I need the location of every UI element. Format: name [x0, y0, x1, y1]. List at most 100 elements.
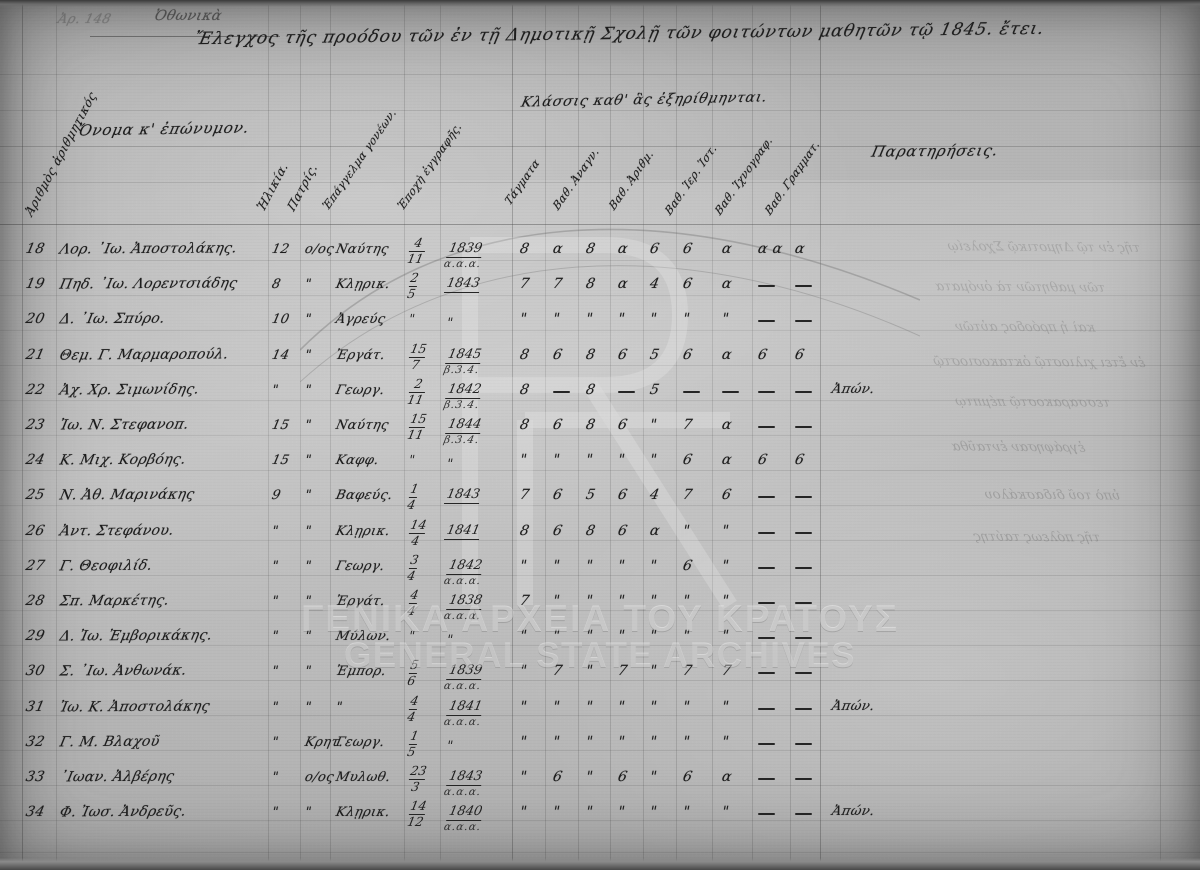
row-observation: Ἀπών. — [830, 698, 877, 714]
row-name: ᾿Ιωαν. Ἀλβέρης — [58, 768, 176, 786]
row-extra-1-dash — [758, 602, 775, 604]
row-name: Λορ. ᾿Ιω. Ἀποστολάκης. — [58, 240, 239, 258]
row-parent-job: Ἐργάτ. — [334, 347, 387, 363]
row-name: Πηδ. ᾿Ιω. Λορεντσιάδης — [58, 275, 239, 293]
row-extra-1-dash — [758, 285, 775, 288]
row-enrollment-year: 1841 — [443, 522, 483, 540]
row-enrollment-year: 1842 β.3.4. — [442, 381, 484, 411]
row-name: Σ. ᾿Ιω. Ἀνθωνάκ. — [58, 662, 189, 680]
row-extra-1-dash — [758, 566, 775, 569]
row-parent-job: Γεωργ. — [334, 558, 387, 574]
row-name: Γ. Θεοφιλίδ. — [58, 557, 154, 575]
row-name: Ἰω. Ν. Στεφανοπ. — [58, 416, 191, 434]
row-enrollment-year: 1844 β.3.4. — [442, 417, 484, 446]
row-extra-2-dash — [795, 566, 812, 569]
row-parent-job: Κλῃρικ. — [334, 805, 392, 821]
row-extra-1-dash — [758, 672, 775, 675]
row-enrollment-year: 1843 — [443, 487, 483, 505]
archival-mark-left: Ἀρ. 148 — [56, 12, 113, 27]
row-index: 26 — [24, 522, 47, 539]
row-extra-2-dash — [795, 320, 812, 323]
row-name: Κ. Μιχ. Κορβόης. — [58, 451, 188, 469]
row-enrollment-year: 1845 β.3.4. — [442, 346, 484, 376]
row-age: 15 — [270, 418, 291, 433]
row-parent-job: Ἀγρεύς — [334, 312, 387, 328]
row-parent-job: Μύλων. — [334, 629, 393, 645]
scan-top-edge — [0, 0, 1200, 7]
row-index: 28 — [24, 593, 47, 609]
row-extra-1-dash — [758, 707, 775, 710]
row-name: Σπ. Μαρκέτης. — [58, 592, 171, 610]
row-extra-1-dash — [758, 496, 775, 499]
row-extra-2-dash — [795, 602, 812, 604]
row-grade-dash — [618, 390, 635, 393]
row-index: 27 — [24, 557, 47, 574]
row-parent-job: Καφφ. — [334, 453, 381, 469]
row-enrollment-year: 1839 α.α.α. — [442, 241, 485, 270]
row-extra-2-dash — [795, 742, 812, 745]
row-age: 15 — [270, 453, 291, 469]
row-extra-2-dash — [795, 672, 812, 675]
row-index: 19 — [24, 276, 47, 293]
row-name: Δ. Ἰω. Ἐμβορικάκης. — [58, 627, 214, 645]
row-index: 22 — [24, 381, 47, 398]
row-enrollment-year: 1843 — [443, 276, 483, 293]
row-index: 31 — [24, 698, 47, 715]
row-extra-2-dash — [795, 813, 812, 816]
row-age: 14 — [270, 347, 291, 363]
scan-bottom-edge — [0, 858, 1200, 870]
row-enrollment-year: 1838 α.α.α. — [442, 593, 485, 622]
row-extra-2-dash — [795, 390, 812, 393]
row-extra-2-dash — [795, 285, 812, 288]
row-extra-1-dash — [758, 813, 775, 816]
row-extra-1-dash — [758, 742, 775, 745]
row-name: Ν. Ἀθ. Μαρινάκης — [58, 486, 197, 504]
row-homeland: ο/ος — [303, 242, 336, 257]
row-index: 25 — [24, 487, 47, 504]
row-extra-1-dash — [758, 390, 775, 393]
archival-mark-right: Ὀθωνικὰ — [153, 8, 224, 24]
row-enrollment-year: 1839 α.α.α. — [442, 663, 485, 693]
row-name: Θεμ. Γ. Μαρμαροπούλ. — [58, 346, 231, 364]
row-index: 30 — [24, 663, 47, 680]
row-extra-2-dash — [795, 637, 812, 640]
row-parent-job: Γεωργ. — [334, 382, 387, 398]
row-extra-1-dash — [758, 320, 775, 323]
row-enrollment-year: 1840 α.α.α. — [442, 804, 485, 833]
row-name: Ἀχ. Χρ. Σιμωνίδης. — [58, 381, 201, 399]
row-extra-1-dash — [758, 426, 775, 428]
row-observation: Ἀπών. — [830, 804, 877, 820]
row-name: Ἀντ. Στεφάνου. — [58, 522, 176, 539]
row-extra-1-dash — [758, 531, 775, 534]
row-grade-dash — [553, 390, 570, 393]
row-parent-job: Βαφεύς. — [334, 488, 395, 504]
row-index: 23 — [24, 417, 47, 433]
row-extra-1-dash — [758, 637, 775, 640]
row-extra-2-dash — [795, 426, 812, 428]
row-index: 29 — [24, 628, 47, 645]
row-name: Φ. Ἰωσ. Ἀνδρεῦς. — [58, 803, 188, 821]
row-enrollment-year: 1842 α.α.α. — [442, 557, 485, 587]
row-index: 32 — [24, 733, 47, 750]
row-parent-job: Γεωργ. — [334, 734, 387, 750]
row-index: 20 — [24, 311, 47, 328]
row-index: 24 — [24, 452, 47, 469]
row-enrollment-year: 1841 α.α.α. — [442, 698, 485, 728]
row-parent-job: Ἐμπορ. — [334, 664, 388, 680]
row-enrollment-year: 1843 α.α.α. — [442, 769, 485, 798]
row-age: 12 — [270, 242, 291, 257]
row-index: 18 — [24, 241, 47, 257]
row-homeland: ο/ος — [303, 770, 336, 785]
row-extra-2-dash — [795, 778, 812, 780]
row-parent-job: Κλῃρικ. — [334, 277, 392, 293]
row-index: 34 — [24, 804, 47, 821]
row-parent-job: Ναύτης — [334, 242, 391, 257]
row-name: Γ. Μ. Βλαχοῦ — [58, 733, 162, 751]
column-header-name: Ὄνομα κ' ἐπώνυμον. — [75, 118, 252, 140]
row-extra-1: α α — [756, 241, 785, 257]
row-extra-2-dash — [795, 496, 812, 499]
row-age: 10 — [270, 312, 291, 328]
row-grade-dash — [683, 390, 700, 393]
row-mark-dash — [722, 390, 739, 393]
